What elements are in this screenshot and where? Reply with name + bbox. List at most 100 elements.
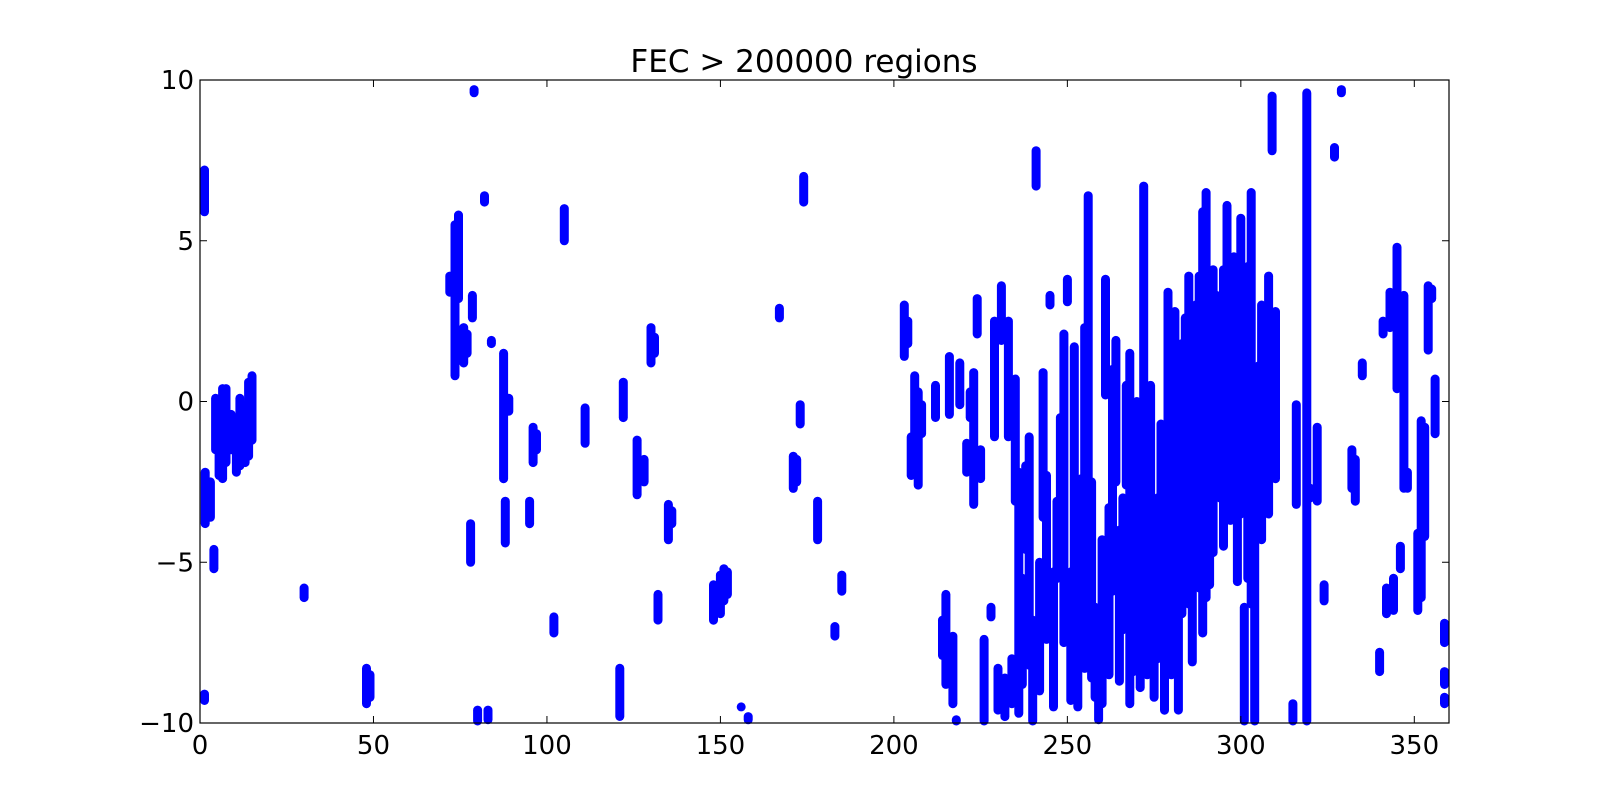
data-point-run	[1024, 432, 1034, 670]
data-point-run	[962, 438, 972, 477]
plot-area	[199, 79, 1450, 726]
data-point-run	[1330, 143, 1339, 162]
data-point-run	[979, 634, 989, 726]
data-point-run	[813, 496, 823, 545]
data-point-run	[549, 612, 559, 638]
data-point-run	[1239, 602, 1249, 726]
data-point-run	[247, 371, 257, 445]
data-point-run	[1236, 213, 1246, 519]
data-point-run	[1049, 567, 1058, 712]
data-point-run	[903, 316, 913, 349]
data-point-run	[504, 393, 514, 416]
data-point-run	[618, 377, 628, 423]
data-point-run	[1271, 307, 1280, 484]
data-point-run	[209, 544, 219, 574]
data-point-run	[1003, 316, 1013, 442]
data-point-run	[948, 631, 958, 709]
data-point-run	[1118, 493, 1128, 635]
data-point-run	[1097, 535, 1107, 709]
data-point-run	[1083, 191, 1093, 503]
data-point-run	[1017, 573, 1027, 689]
data-point-run	[532, 429, 541, 455]
data-point-run	[1312, 422, 1322, 506]
data-point-run	[1350, 454, 1360, 506]
data-point-run	[917, 400, 927, 439]
data-point-run	[205, 477, 215, 522]
y-tick-label: −5	[156, 548, 194, 578]
data-point-run	[473, 705, 483, 726]
data-point-run	[969, 368, 979, 509]
y-axis-tick-labels: 10 5 0 −5 −10	[139, 66, 194, 739]
axis-ticks	[199, 79, 1449, 724]
y-tick-label: −10	[139, 709, 194, 739]
data-marks	[200, 85, 1449, 726]
data-point-run	[200, 689, 209, 705]
data-point-run	[986, 602, 996, 622]
data-point-run	[469, 85, 479, 98]
data-point-run	[941, 589, 951, 689]
data-point-run	[792, 454, 802, 487]
y-tick-label: 5	[177, 227, 194, 257]
data-point-run	[615, 663, 625, 721]
data-point-run	[1395, 541, 1405, 574]
x-tick-label: 50	[357, 731, 390, 761]
data-point-run	[972, 294, 982, 339]
data-point-run	[743, 712, 753, 725]
x-tick-label: 300	[1216, 731, 1266, 761]
data-point-run	[944, 352, 954, 419]
data-point-run	[837, 570, 847, 596]
data-point-run	[1042, 470, 1051, 644]
data-point-run	[1430, 374, 1440, 439]
data-point-run	[993, 663, 1003, 715]
data-point-run	[1375, 647, 1385, 677]
x-tick-label: 350	[1389, 731, 1439, 761]
data-point-run	[1250, 445, 1260, 726]
data-point-run	[1291, 400, 1301, 509]
data-point-run	[1402, 467, 1412, 493]
x-tick-label: 200	[869, 731, 919, 761]
data-point-run	[1146, 380, 1156, 631]
data-point-run	[774, 303, 784, 323]
x-tick-label: 0	[192, 731, 209, 761]
chart-title: FEC > 200000 regions	[630, 44, 977, 80]
data-point-run	[483, 705, 493, 725]
data-point-run	[466, 519, 476, 567]
data-point-run	[299, 583, 309, 603]
data-point-run	[736, 702, 746, 712]
y-tick-label: 0	[177, 388, 194, 418]
data-point-run	[499, 348, 509, 484]
data-point-run	[1288, 699, 1298, 726]
data-point-run	[1000, 673, 1010, 722]
data-point-run	[799, 171, 809, 207]
data-point-run	[1062, 274, 1072, 307]
data-point-run	[559, 204, 569, 246]
data-point-run	[1378, 316, 1388, 339]
data-point-run	[830, 622, 840, 641]
data-point-run	[1045, 290, 1055, 310]
data-point-run	[486, 335, 496, 349]
data-point-run	[1319, 580, 1329, 606]
data-point-run	[639, 454, 649, 487]
data-point-run	[1111, 335, 1121, 487]
data-point-run	[990, 316, 999, 442]
data-point-run	[1440, 692, 1449, 709]
data-point-run	[1385, 287, 1395, 333]
data-point-run	[1028, 615, 1038, 726]
data-point-run	[1031, 146, 1041, 191]
data-point-run	[1007, 654, 1017, 709]
data-point-run	[454, 210, 463, 304]
data-point-run	[1440, 667, 1449, 689]
data-point-run	[462, 329, 472, 358]
data-point-run	[955, 358, 965, 410]
data-point-run	[1336, 85, 1346, 98]
data-point-run	[996, 281, 1006, 345]
data-point-run	[1389, 573, 1398, 615]
data-point-run	[1392, 242, 1402, 394]
data-point-run	[467, 290, 477, 323]
x-tick-label: 150	[696, 731, 746, 761]
data-point-run	[951, 715, 961, 726]
x-axis-tick-labels: 0 50 100 150 200 250 300 350	[192, 731, 1439, 761]
data-point-run	[632, 435, 642, 500]
data-point-run	[1440, 618, 1449, 648]
data-point-run	[667, 506, 677, 529]
